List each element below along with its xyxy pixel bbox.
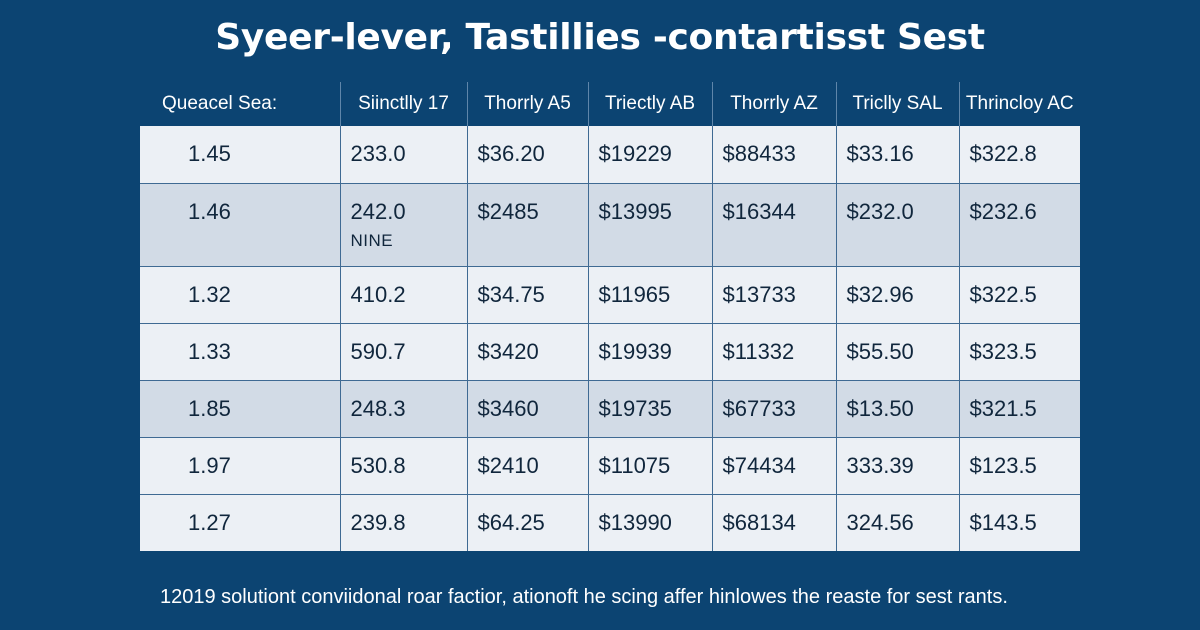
table-cell: $88433 (711, 126, 836, 183)
header-row: Queacel Sea: Siinctlly 17 Thorrly A5 Tri… (140, 82, 1080, 126)
table-row: 1.85 248.3 $3460 $19735 $67733 $13.50 $3… (140, 379, 1080, 437)
table-cell: 239.8 (339, 493, 467, 551)
column-header: Triectly AB (587, 82, 712, 126)
table-cell: $2410 (466, 436, 588, 494)
table-row: 1.33 590.7 $3420 $19939 $11332 $55.50 $3… (140, 322, 1080, 380)
table-cell: 1.85 (140, 379, 340, 437)
table-cell: $55.50 (835, 322, 959, 380)
footnote: 12019 solutiont conviidonal roar factior… (160, 586, 1008, 608)
column-header: Triclly SAL (835, 82, 959, 126)
column-header: Thorrly AZ (711, 82, 836, 126)
table-cell: $123.5 (958, 436, 1080, 494)
table-cell: $33.16 (835, 126, 959, 183)
table-cell: $11075 (587, 436, 712, 494)
table-cell: $13.50 (835, 379, 959, 437)
column-header: Thrincloy AC (958, 82, 1080, 126)
table-cell: $3460 (466, 379, 588, 437)
table-cell: $36.20 (466, 126, 588, 183)
table-cell: $67733 (711, 379, 836, 437)
table-row: 1.97 530.8 $2410 $11075 $74434 333.39 $1… (140, 436, 1080, 494)
table-cell: 233.0 (339, 126, 467, 183)
table-cell: $74434 (711, 436, 836, 494)
table-cell: $232.6 (958, 182, 1080, 266)
table-cell: $322.5 (958, 265, 1080, 323)
table-cell: 1.97 (140, 436, 340, 494)
table-cell: $3420 (466, 322, 588, 380)
table-cell: $11965 (587, 265, 712, 323)
table-row: 1.46 242.0 NINE $2485 $13995 $16344 $232.… (140, 182, 1080, 266)
table-cell: $34.75 (466, 265, 588, 323)
table-cell: 1.45 (140, 126, 340, 183)
data-table: Queacel Sea: Siinctlly 17 Thorrly A5 Tri… (140, 82, 1080, 551)
table-row: 1.32 410.2 $34.75 $11965 $13733 $32.96 $… (140, 265, 1080, 323)
table-cell: $13733 (711, 265, 836, 323)
table-cell: $322.8 (958, 126, 1080, 183)
table-cell: $19735 (587, 379, 712, 437)
table-cell: $323.5 (958, 322, 1080, 380)
cell-value: 242.0 (350, 198, 406, 224)
table-cell: 1.27 (140, 493, 340, 551)
table-cell: $13990 (587, 493, 712, 551)
table-cell: $2485 (466, 182, 588, 266)
table-cell: $19939 (587, 322, 712, 380)
table-row: 1.45 233.0 $36.20 $19229 $88433 $33.16 $… (140, 126, 1080, 183)
table-cell: $143.5 (958, 493, 1080, 551)
table-cell: $19229 (587, 126, 712, 183)
column-header: Queacel Sea: (162, 93, 278, 114)
table-cell: 410.2 (339, 265, 467, 323)
table-cell: 1.32 (140, 265, 340, 323)
table-cell: $64.25 (466, 493, 588, 551)
table-cell: 333.39 (835, 436, 959, 494)
table-cell: $321.5 (958, 379, 1080, 437)
column-header: Siinctlly 17 (339, 82, 467, 126)
table-cell: 1.33 (140, 322, 340, 380)
column-header: Thorrly A5 (466, 82, 588, 126)
table-cell: $11332 (711, 322, 836, 380)
table-cell: 242.0 NINE (339, 182, 467, 266)
table-body: 1.45 233.0 $36.20 $19229 $88433 $33.16 $… (140, 126, 1080, 551)
table-cell: 248.3 (339, 379, 467, 437)
page-title: Syeer-lever, Tastillies -contartisst Ses… (215, 17, 985, 58)
table-cell: $68134 (711, 493, 836, 551)
table-header: Queacel Sea: Siinctlly 17 Thorrly A5 Tri… (140, 82, 1080, 126)
cell-note: NINE (350, 230, 394, 250)
table-cell: 324.56 (835, 493, 959, 551)
table-cell: 590.7 (339, 322, 467, 380)
table-cell: 1.46 (140, 182, 340, 266)
table-row: 1.27 239.8 $64.25 $13990 $68134 324.56 $… (140, 493, 1080, 551)
table-cell: $32.96 (835, 265, 959, 323)
data-table-container: Queacel Sea: Siinctlly 17 Thorrly A5 Tri… (140, 82, 1080, 554)
table-cell: $16344 (711, 182, 836, 266)
table-cell: $13995 (587, 182, 712, 266)
table-cell: $232.0 (835, 182, 959, 266)
table-cell: 530.8 (339, 436, 467, 494)
